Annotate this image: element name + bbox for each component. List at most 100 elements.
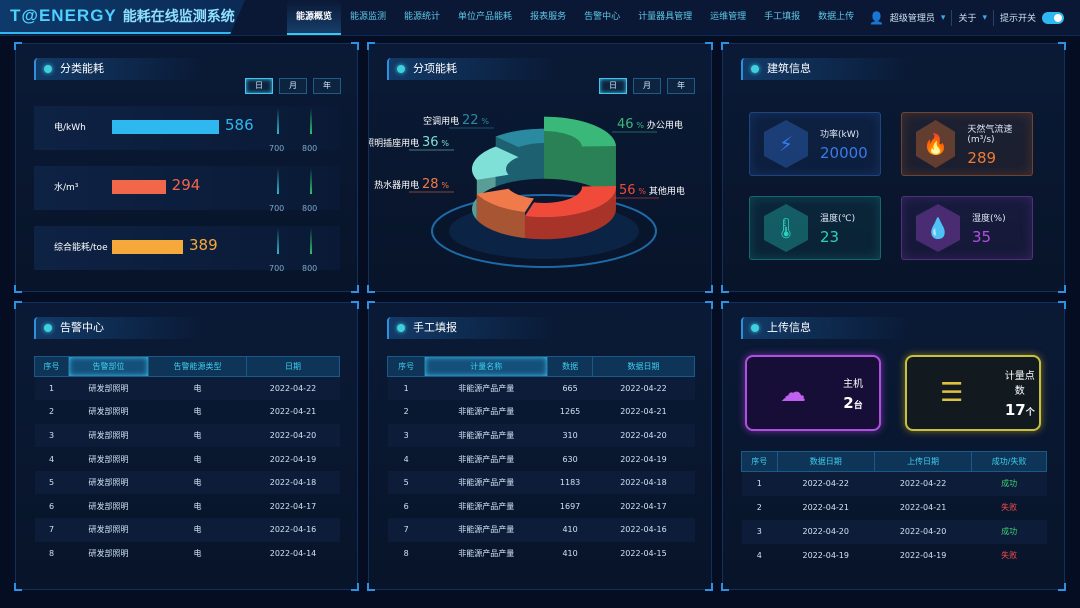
period-tab[interactable]: 日 — [599, 78, 627, 94]
logo: T@ENERGY 能耗在线监测系统 — [0, 0, 245, 34]
donut-label-name: 照明插座用电 — [369, 137, 419, 149]
table-cell: 4 — [48, 454, 55, 464]
about-menu[interactable]: 关于 — [958, 14, 977, 24]
category-value: 586 — [225, 116, 254, 134]
table-cell: 2022-04-22 — [874, 471, 972, 496]
column-header[interactable]: 序号 — [386, 356, 426, 377]
donut-label-name: 空调用电 — [423, 115, 459, 127]
table-row[interactable]: 4 研发部照明 电 2022-04-19 — [35, 447, 340, 471]
period-tab[interactable]: 年 — [313, 78, 341, 94]
category-bar — [112, 120, 219, 134]
donut-segment — [524, 185, 616, 218]
column-header[interactable]: 上传日期 — [873, 451, 973, 472]
table-row[interactable]: 4 2022-04-19 2022-04-19 失败 — [742, 544, 1047, 568]
table-row[interactable]: 4 非能源产品产量 630 2022-04-19 — [388, 447, 695, 471]
table-cell: 电 — [148, 376, 247, 401]
table-row[interactable]: 8 非能源产品产量 410 2022-04-15 — [388, 542, 695, 566]
table-row[interactable]: 5 研发部照明电 2022-04-18 — [34, 470, 340, 495]
column-header[interactable]: 数据日期 — [591, 356, 696, 377]
table-cell: 研发部照明 — [88, 548, 129, 558]
period-tab[interactable]: 日 — [245, 78, 273, 94]
table-row[interactable]: 6 研发部照明 电 2022-04-17 — [35, 494, 340, 518]
category-row: 电/kWh 586 700 800 — [34, 106, 340, 153]
table-cell: 1183 — [547, 470, 593, 495]
table-row[interactable]: 6 非能源产品产量 1697 2022-04-17 — [388, 494, 695, 518]
period-tab[interactable]: 月 — [279, 78, 307, 94]
donut-segment — [495, 128, 544, 148]
nav-item[interactable]: 单位产品能耗 — [458, 12, 513, 22]
donut-label-unit: % — [636, 121, 644, 130]
thermometer-icon: 🌡 — [764, 204, 808, 252]
building-card: 💧 湿度(%) 35 — [901, 196, 1033, 260]
table-cell: 电 — [193, 548, 202, 558]
table-cell: 7 — [387, 518, 425, 542]
table-row[interactable]: 8 研发部照明 电 2022-04-14 — [35, 542, 340, 566]
building-card-label: 温度(℃) — [820, 213, 856, 224]
table-cell: 研发部照明 — [68, 470, 149, 495]
nav-item[interactable]: 告警中心 — [584, 12, 621, 22]
table-row[interactable]: 3 2022-04-20 2022-04-20 成功 — [741, 519, 1047, 544]
category-label: 水/m³ — [54, 183, 79, 193]
nav-item[interactable]: 能源概览 — [287, 0, 342, 35]
upload-info-panel: 上传信息 ☁ 主机 2台 ☰ 计量点数 17个 序号 数据日期 上传日期 成功/失败 1… — [721, 301, 1066, 591]
table-row[interactable]: 2 非能源产品产量 1265 2022-04-21 — [388, 400, 695, 424]
threshold-marker — [310, 108, 312, 134]
column-header[interactable]: 序号 — [741, 451, 778, 472]
brand-logo: T@ENERGY — [10, 6, 117, 25]
upload-table: 序号 数据日期 上传日期 成功/失败 1 2022-04-22 2022-04-22 成功 2 2… — [741, 451, 1047, 568]
nav-item[interactable]: 数据上传 — [818, 12, 855, 22]
column-header[interactable]: 计量名称 — [424, 356, 549, 377]
period-tab[interactable]: 年 — [667, 78, 695, 94]
table-cell: 非能源产品产量 — [424, 470, 548, 495]
table-row[interactable]: 5 非能源产品产量 1183 2022-04-18 — [387, 470, 695, 495]
table-row[interactable]: 1 研发部照明电 2022-04-22 — [34, 376, 340, 401]
period-tab[interactable]: 月 — [633, 78, 661, 94]
nav-item[interactable]: 能源统计 — [404, 12, 441, 22]
table-row[interactable]: 1 2022-04-22 2022-04-22 成功 — [741, 471, 1047, 496]
nav-item[interactable]: 运维管理 — [710, 12, 747, 22]
column-header[interactable]: 告警能源类型 — [148, 356, 247, 377]
table-cell: 电 — [193, 407, 202, 417]
table-row[interactable]: 2 研发部照明 电 2022-04-21 — [35, 400, 340, 424]
table-row[interactable]: 2 2022-04-21 2022-04-21 失败 — [742, 496, 1047, 520]
system-title: 能耗在线监测系统 — [122, 9, 235, 25]
threshold-label: 700 — [269, 264, 285, 273]
nav-item[interactable]: 能源监测 — [350, 12, 387, 22]
table-cell: 2022-04-20 — [874, 519, 972, 544]
nav-item[interactable]: 手工填报 — [764, 12, 801, 22]
column-header[interactable]: 数据 — [547, 356, 593, 377]
user-menu[interactable]: 超级管理员 — [889, 14, 935, 24]
chevron-down-icon: ▾ — [940, 12, 946, 23]
manual-entry-table: 序号 计量名称 数据 数据日期 1 非能源产品产量 665 2022-04-22 2 非能源产品产… — [386, 356, 696, 566]
column-header[interactable]: 序号 — [34, 356, 69, 377]
donut-label-unit: % — [441, 139, 449, 148]
table-cell: 2022-04-19 — [269, 454, 317, 464]
nav-item[interactable]: 报表服务 — [530, 12, 567, 22]
donut-label: 热水器用电 28 % — [374, 177, 449, 192]
table-cell: 1697 — [559, 501, 581, 511]
donut-label-name: 热水器用电 — [374, 179, 419, 191]
tip-switch-toggle[interactable] — [1042, 11, 1064, 24]
donut-base-ring — [431, 194, 657, 268]
column-header[interactable]: 日期 — [246, 356, 340, 377]
table-cell: 2022-04-20 — [592, 423, 695, 448]
panel-title: 建筑信息 — [741, 58, 911, 80]
table-cell: 非能源产品产量 — [424, 423, 548, 448]
donut-label-unit: % — [638, 187, 646, 196]
table-row[interactable]: 3 研发部照明电 2022-04-20 — [34, 423, 340, 448]
donut-label-pct: 46 — [617, 117, 634, 132]
host-label: 主机 — [843, 378, 863, 390]
column-header[interactable]: 告警部位 — [68, 356, 149, 377]
alarm-table: 序号 告警部位 告警能源类型 日期 1 研发部照明电 2022-04-22 2 研发部照明电 20… — [34, 356, 340, 565]
table-row[interactable]: 3 非能源产品产量 310 2022-04-20 — [387, 423, 695, 448]
table-cell: 非能源产品产量 — [458, 407, 515, 417]
column-header[interactable]: 数据日期 — [776, 451, 875, 472]
table-row[interactable]: 7 研发部照明电 2022-04-16 — [34, 518, 340, 542]
table-cell: 2022-04-22 — [246, 376, 340, 401]
table-row[interactable]: 7 非能源产品产量 410 2022-04-16 — [387, 518, 695, 542]
column-header[interactable]: 成功/失败 — [971, 451, 1047, 472]
table-cell: 2022-04-18 — [592, 470, 695, 495]
table-row[interactable]: 1 非能源产品产量 665 2022-04-22 — [387, 376, 695, 401]
nav-item[interactable]: 计量器具管理 — [638, 12, 693, 22]
